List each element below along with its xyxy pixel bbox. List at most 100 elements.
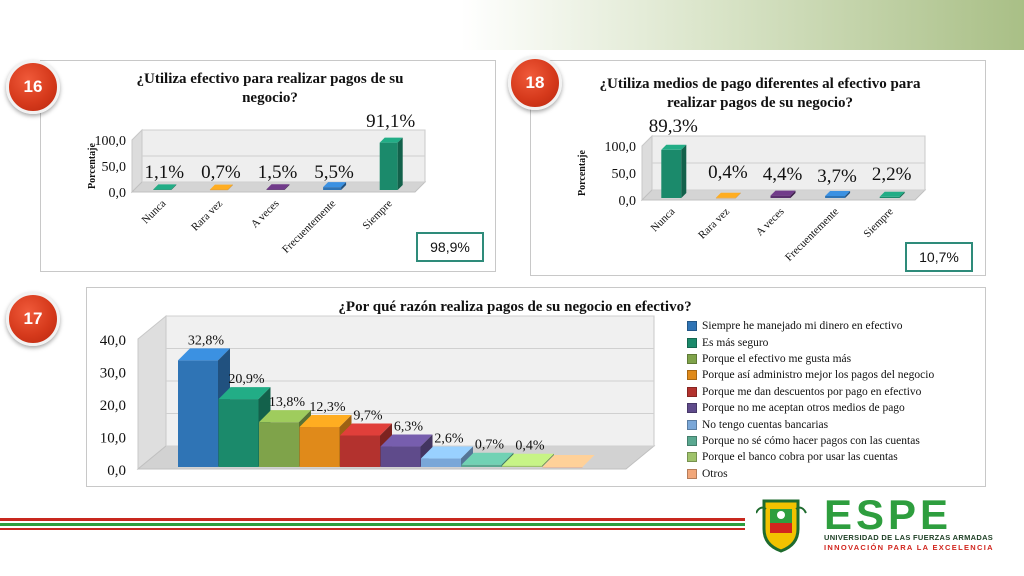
legend-item: Porque me dan descuentos por pago en efe… bbox=[687, 384, 934, 400]
bar-top bbox=[461, 452, 514, 465]
bar-front bbox=[323, 187, 342, 190]
bar bbox=[770, 190, 796, 198]
bar-side bbox=[284, 184, 290, 190]
legend-item: Porque el banco cobra por usar las cuent… bbox=[687, 449, 934, 465]
footer-stripe-green bbox=[0, 523, 745, 526]
y-tick-label: 100,0 bbox=[95, 134, 127, 149]
bar bbox=[879, 191, 905, 198]
bar-top bbox=[218, 387, 271, 400]
bar-chart-18: 0,0 50,0 100,0 Porcentaje 89,3% Nunca 0,4% Rara… bbox=[577, 116, 927, 264]
bar bbox=[178, 348, 230, 467]
x-tick-label: Frecuentemente bbox=[783, 206, 841, 264]
bar-top bbox=[209, 184, 233, 190]
data-label: 91,1% bbox=[366, 111, 415, 132]
bar bbox=[209, 184, 233, 191]
y-tick-label: 0,0 bbox=[107, 463, 126, 479]
bar-side bbox=[397, 137, 403, 190]
data-label: 12,3% bbox=[309, 400, 346, 415]
data-label: 20,9% bbox=[228, 372, 265, 387]
bar-side bbox=[790, 190, 796, 198]
bar-top bbox=[825, 191, 851, 197]
y-tick-label: 10,0 bbox=[100, 431, 126, 447]
legend-swatch bbox=[687, 403, 697, 414]
y-tick-label: 50,0 bbox=[102, 160, 127, 175]
x-tick-label: Siempre bbox=[861, 206, 895, 240]
footer-stripe-red-2 bbox=[0, 528, 745, 530]
bar-front bbox=[715, 197, 736, 199]
legend-label: Es más seguro bbox=[702, 336, 769, 349]
legend-17: Siempre he manejado mi dinero en efectiv… bbox=[687, 318, 934, 482]
legend-item: Porque no me aceptan otros medios de pag… bbox=[687, 400, 934, 416]
y-tick-label: 100,0 bbox=[605, 140, 637, 155]
x-tick-label: Nunca bbox=[649, 206, 678, 235]
bar-side bbox=[461, 446, 473, 467]
legend-swatch bbox=[687, 337, 697, 348]
bar-top bbox=[502, 453, 554, 466]
espe-line2: INNOVACIÓN PARA LA EXCELENCIA bbox=[824, 543, 994, 552]
bar-front bbox=[153, 189, 172, 190]
legend-label: Porque el efectivo me gusta más bbox=[702, 352, 852, 365]
bar-top bbox=[323, 182, 347, 188]
legend-label: Porque no me aceptan otros medios de pag… bbox=[702, 402, 905, 415]
y-tick-label: 50,0 bbox=[612, 167, 637, 182]
bar-front bbox=[825, 196, 846, 198]
data-label: 0,7% bbox=[201, 162, 241, 183]
data-label: 2,2% bbox=[872, 164, 912, 185]
data-label: 89,3% bbox=[649, 116, 698, 137]
bar-front bbox=[259, 422, 299, 467]
bar-front bbox=[770, 195, 791, 198]
legend-item: Porque no sé cómo hacer pagos con las cu… bbox=[687, 433, 934, 449]
data-label: 0,4% bbox=[708, 162, 748, 183]
bar-top bbox=[379, 137, 403, 143]
bar-front bbox=[421, 458, 461, 467]
legend-item: No tengo cuentas bancarias bbox=[687, 416, 934, 432]
bar bbox=[661, 144, 687, 198]
bar-top bbox=[380, 434, 433, 447]
bar-front bbox=[266, 189, 285, 190]
side-wall bbox=[131, 128, 143, 194]
footer-stripe-red bbox=[0, 518, 745, 521]
bar-front bbox=[502, 465, 542, 467]
bar bbox=[153, 184, 177, 190]
legend-label: Porque el banco cobra por usar las cuent… bbox=[702, 451, 898, 464]
bar bbox=[379, 137, 403, 190]
slide-badge-17: 17 bbox=[6, 292, 60, 346]
legend-label: Porque así administro mejor los pagos de… bbox=[702, 369, 935, 382]
legend-item: Porque así administro mejor los pagos de… bbox=[687, 367, 934, 383]
bar-top bbox=[715, 192, 741, 198]
data-label: 1,5% bbox=[258, 162, 298, 183]
x-tick-label: A veces bbox=[249, 198, 282, 231]
legend-item: Siempre he manejado mi dinero en efectiv… bbox=[687, 318, 934, 334]
legend-label: Otros bbox=[702, 467, 728, 480]
legend-item: Otros bbox=[687, 466, 934, 482]
data-label: 32,8% bbox=[188, 333, 225, 348]
bar-front bbox=[340, 435, 380, 467]
bar bbox=[825, 191, 851, 198]
bar-side bbox=[845, 191, 851, 198]
bar-top bbox=[542, 455, 595, 467]
data-label: 1,1% bbox=[145, 162, 185, 183]
slide-badge-16: 16 bbox=[6, 60, 60, 114]
legend-label: Porque no sé cómo hacer pagos con las cu… bbox=[702, 434, 920, 447]
data-label: 0,7% bbox=[475, 438, 505, 453]
bar-side bbox=[681, 144, 687, 198]
data-label: 0,4% bbox=[515, 439, 545, 454]
y-axis-label: Porcentaje bbox=[87, 142, 98, 188]
legend-swatch bbox=[687, 370, 697, 381]
bar-side bbox=[542, 453, 554, 467]
bar bbox=[218, 387, 271, 467]
legend-label: Porque me dan descuentos por pago en efe… bbox=[702, 385, 922, 398]
bar-side bbox=[735, 192, 741, 198]
legend-swatch bbox=[687, 452, 697, 463]
legend-swatch bbox=[687, 386, 697, 397]
bar-side bbox=[227, 184, 233, 190]
y-tick-label: 40,0 bbox=[100, 333, 126, 349]
y-tick-label: 30,0 bbox=[100, 366, 126, 382]
side-wall bbox=[641, 134, 653, 202]
side-wall bbox=[137, 314, 167, 471]
x-tick-label: Rara vez bbox=[696, 206, 732, 242]
y-tick-label: 0,0 bbox=[109, 186, 127, 201]
bar bbox=[266, 184, 290, 190]
x-tick-label: Rara vez bbox=[189, 198, 225, 234]
